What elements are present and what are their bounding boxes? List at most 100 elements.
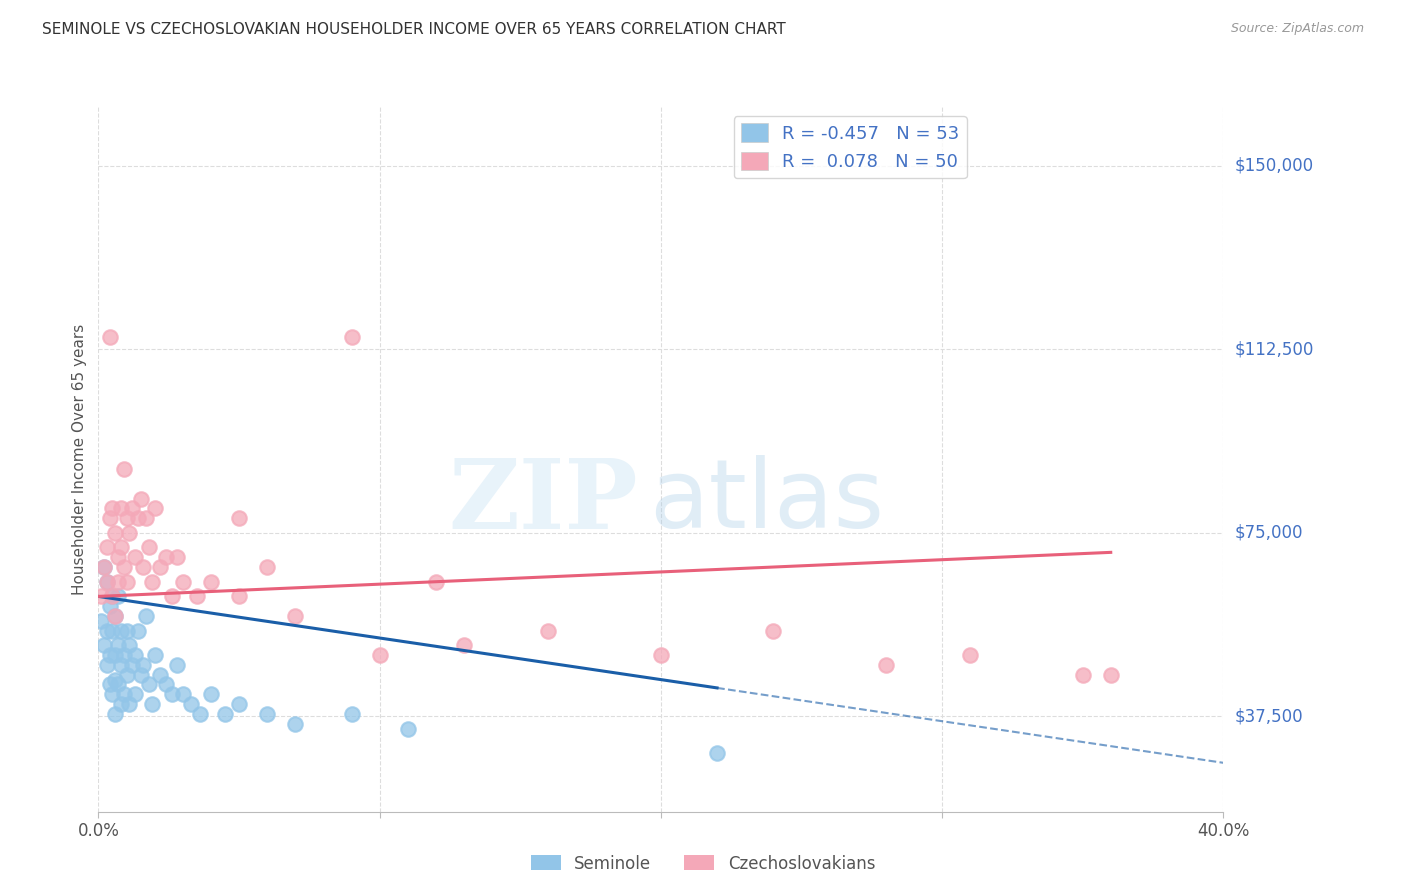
Point: [115, 667, 138, 681]
Point: [200, 574, 222, 589]
Point: [166, 657, 188, 672]
Point: [155, 677, 177, 691]
Point: [172, 687, 194, 701]
Point: [396, 722, 419, 736]
Point: [101, 624, 124, 638]
Text: ZIP: ZIP: [449, 455, 638, 549]
Point: [110, 697, 132, 711]
Point: [96, 574, 118, 589]
Point: [256, 560, 278, 574]
Point: [228, 697, 250, 711]
Point: [959, 648, 981, 662]
Point: [98, 599, 121, 614]
Point: [132, 560, 155, 574]
Point: [112, 648, 135, 662]
Point: [98, 330, 121, 344]
Y-axis label: Householder Income Over 65 years: Householder Income Over 65 years: [72, 324, 87, 595]
Point: [104, 609, 127, 624]
Point: [112, 462, 135, 476]
Point: [96, 541, 118, 555]
Point: [124, 648, 146, 662]
Point: [129, 667, 152, 681]
Text: $37,500: $37,500: [1234, 707, 1303, 725]
Point: [101, 501, 124, 516]
Point: [256, 706, 278, 721]
Point: [875, 657, 897, 672]
Point: [96, 624, 118, 638]
Point: [127, 511, 149, 525]
Point: [112, 560, 135, 574]
Text: $112,500: $112,500: [1234, 340, 1313, 359]
Point: [129, 491, 152, 506]
Point: [172, 574, 194, 589]
Point: [368, 648, 391, 662]
Point: [127, 624, 149, 638]
Point: [160, 687, 183, 701]
Point: [135, 609, 157, 624]
Point: [96, 574, 118, 589]
Text: $150,000: $150,000: [1234, 157, 1313, 175]
Point: [135, 511, 157, 525]
Point: [118, 697, 141, 711]
Point: [1099, 667, 1122, 681]
Legend: R = -0.457   N = 53, R =  0.078   N = 50: R = -0.457 N = 53, R = 0.078 N = 50: [734, 116, 967, 178]
Point: [104, 673, 127, 687]
Point: [425, 574, 447, 589]
Text: $75,000: $75,000: [1234, 524, 1303, 541]
Point: [537, 624, 560, 638]
Point: [107, 550, 129, 565]
Point: [110, 541, 132, 555]
Legend: Seminole, Czechoslovakians: Seminole, Czechoslovakians: [524, 848, 882, 880]
Point: [143, 648, 166, 662]
Point: [121, 657, 143, 672]
Point: [166, 550, 188, 565]
Point: [143, 501, 166, 516]
Point: [115, 511, 138, 525]
Point: [104, 525, 127, 540]
Point: [340, 706, 363, 721]
Point: [138, 677, 160, 691]
Point: [180, 697, 202, 711]
Point: [650, 648, 672, 662]
Point: [453, 638, 475, 652]
Point: [228, 590, 250, 604]
Point: [149, 560, 172, 574]
Point: [98, 511, 121, 525]
Point: [101, 590, 124, 604]
Point: [228, 511, 250, 525]
Point: [107, 574, 129, 589]
Point: [284, 609, 307, 624]
Point: [141, 697, 163, 711]
Point: [98, 648, 121, 662]
Point: [188, 706, 211, 721]
Point: [706, 746, 728, 760]
Point: [118, 525, 141, 540]
Point: [115, 624, 138, 638]
Point: [160, 590, 183, 604]
Point: [138, 541, 160, 555]
Point: [93, 560, 115, 574]
Point: [132, 657, 155, 672]
Point: [107, 638, 129, 652]
Point: [90, 590, 112, 604]
Point: [155, 550, 177, 565]
Point: [200, 687, 222, 701]
Point: [124, 687, 146, 701]
Point: [104, 609, 127, 624]
Point: [118, 638, 141, 652]
Point: [107, 677, 129, 691]
Point: [1071, 667, 1094, 681]
Point: [186, 590, 208, 604]
Point: [107, 590, 129, 604]
Point: [90, 614, 112, 628]
Point: [104, 706, 127, 721]
Point: [762, 624, 785, 638]
Point: [214, 706, 236, 721]
Point: [110, 624, 132, 638]
Text: SEMINOLE VS CZECHOSLOVAKIAN HOUSEHOLDER INCOME OVER 65 YEARS CORRELATION CHART: SEMINOLE VS CZECHOSLOVAKIAN HOUSEHOLDER …: [42, 22, 786, 37]
Point: [101, 687, 124, 701]
Point: [112, 687, 135, 701]
Point: [124, 550, 146, 565]
Text: Source: ZipAtlas.com: Source: ZipAtlas.com: [1230, 22, 1364, 36]
Point: [340, 330, 363, 344]
